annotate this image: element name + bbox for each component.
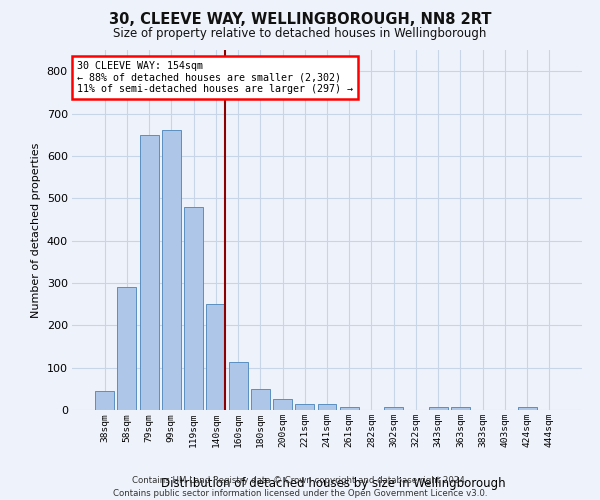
Bar: [118, 287, 136, 410]
Bar: [251, 389, 270, 410]
Bar: [95, 391, 114, 410]
Text: 30 CLEEVE WAY: 154sqm
← 88% of detached houses are smaller (2,302)
11% of semi-d: 30 CLEEVE WAY: 154sqm ← 88% of detached …: [77, 61, 353, 94]
Y-axis label: Number of detached properties: Number of detached properties: [31, 142, 41, 318]
Text: Size of property relative to detached houses in Wellingborough: Size of property relative to detached ho…: [113, 28, 487, 40]
Bar: [229, 362, 248, 410]
Bar: [206, 304, 225, 410]
Bar: [162, 130, 181, 410]
Bar: [317, 404, 337, 410]
Bar: [451, 407, 470, 410]
Bar: [295, 404, 314, 410]
Bar: [340, 407, 359, 410]
Text: 30, CLEEVE WAY, WELLINGBOROUGH, NN8 2RT: 30, CLEEVE WAY, WELLINGBOROUGH, NN8 2RT: [109, 12, 491, 28]
Bar: [184, 206, 203, 410]
Bar: [140, 134, 158, 410]
Bar: [429, 407, 448, 410]
Bar: [384, 407, 403, 410]
Bar: [273, 400, 292, 410]
Bar: [518, 407, 536, 410]
Text: Distribution of detached houses by size in Wellingborough: Distribution of detached houses by size …: [161, 477, 505, 490]
Text: Contains HM Land Registry data © Crown copyright and database right 2024.
Contai: Contains HM Land Registry data © Crown c…: [113, 476, 487, 498]
